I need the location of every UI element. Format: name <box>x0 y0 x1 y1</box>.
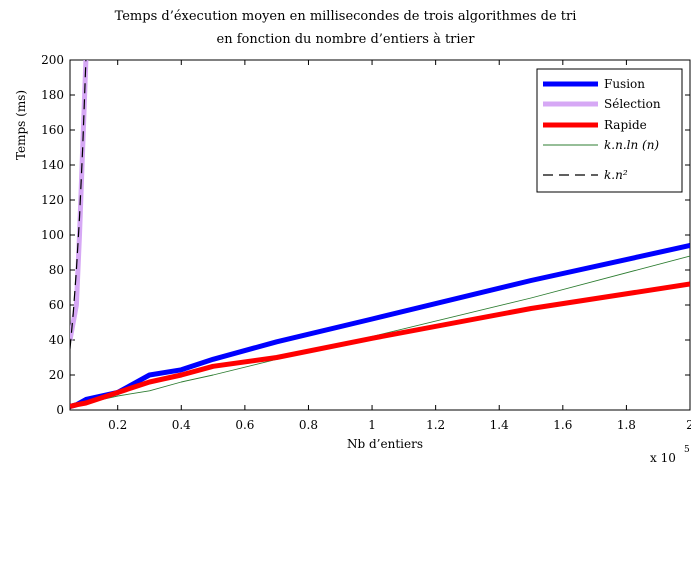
x-tick-label: 0.4 <box>172 418 191 432</box>
x-multiplier-exponent: 5 <box>684 445 690 455</box>
legend-label: k.n.ln (n) <box>604 138 659 152</box>
x-tick-label: 1.6 <box>553 418 572 432</box>
legend-label: Rapide <box>604 118 647 132</box>
series-line-0 <box>70 243 690 409</box>
y-tick-label: 120 <box>41 193 64 207</box>
x-multiplier-base: x 10 <box>650 451 676 465</box>
legend-box <box>536 68 683 193</box>
series-line-4 <box>70 60 87 349</box>
y-tick-label: 180 <box>41 88 64 102</box>
y-tick-label: 20 <box>49 368 64 382</box>
series-line-2 <box>70 281 690 409</box>
x-tick-label: 0.6 <box>235 418 254 432</box>
legend-label: Fusion <box>604 77 645 91</box>
legend-label: Sélection <box>604 97 661 111</box>
y-tick-label: 160 <box>41 123 64 137</box>
y-tick-label: 100 <box>41 228 64 242</box>
x-axis-label: Nb d’entiers <box>347 437 423 451</box>
series-line-3 <box>70 255 690 407</box>
legend: Fusion Sélection Rapide k.n.ln (n) k.n² <box>536 68 683 193</box>
chart-title-line-2: en fonction du nombre d’entiers à trier <box>216 32 475 47</box>
x-tick-label: 2 <box>686 418 691 432</box>
legend-label: k.n² <box>604 168 628 182</box>
x-tick-label: 1 <box>368 418 376 432</box>
x-tick-label: 0.2 <box>108 418 127 432</box>
y-tick-label: 40 <box>49 333 64 347</box>
y-tick-label: 0 <box>56 403 64 417</box>
axis-ticks: 0.2 0.4 0.6 0.8 1 1.2 1.4 1.6 1.8 202040608010012… <box>41 53 691 432</box>
y-tick-label: 60 <box>49 298 64 312</box>
x-tick-label: 1.2 <box>426 418 445 432</box>
series-layer <box>70 60 690 409</box>
y-tick-label: 80 <box>49 263 64 277</box>
y-tick-label: 140 <box>41 158 64 172</box>
y-axis-label: Temps (ms) <box>14 90 28 160</box>
x-multiplier-label: x 10 <box>650 451 676 465</box>
x-tick-label: 1.4 <box>490 418 509 432</box>
x-tick-label: 1.8 <box>617 418 636 432</box>
y-tick-label: 200 <box>41 53 64 67</box>
chart-title-line-1: Temps d’éxecution moyen en millisecondes… <box>114 9 577 24</box>
x-tick-label: 0.8 <box>299 418 318 432</box>
